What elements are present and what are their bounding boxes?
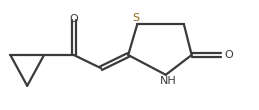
Text: NH: NH: [160, 76, 177, 86]
Text: O: O: [69, 14, 78, 24]
Text: S: S: [132, 13, 139, 23]
Text: O: O: [224, 50, 233, 60]
